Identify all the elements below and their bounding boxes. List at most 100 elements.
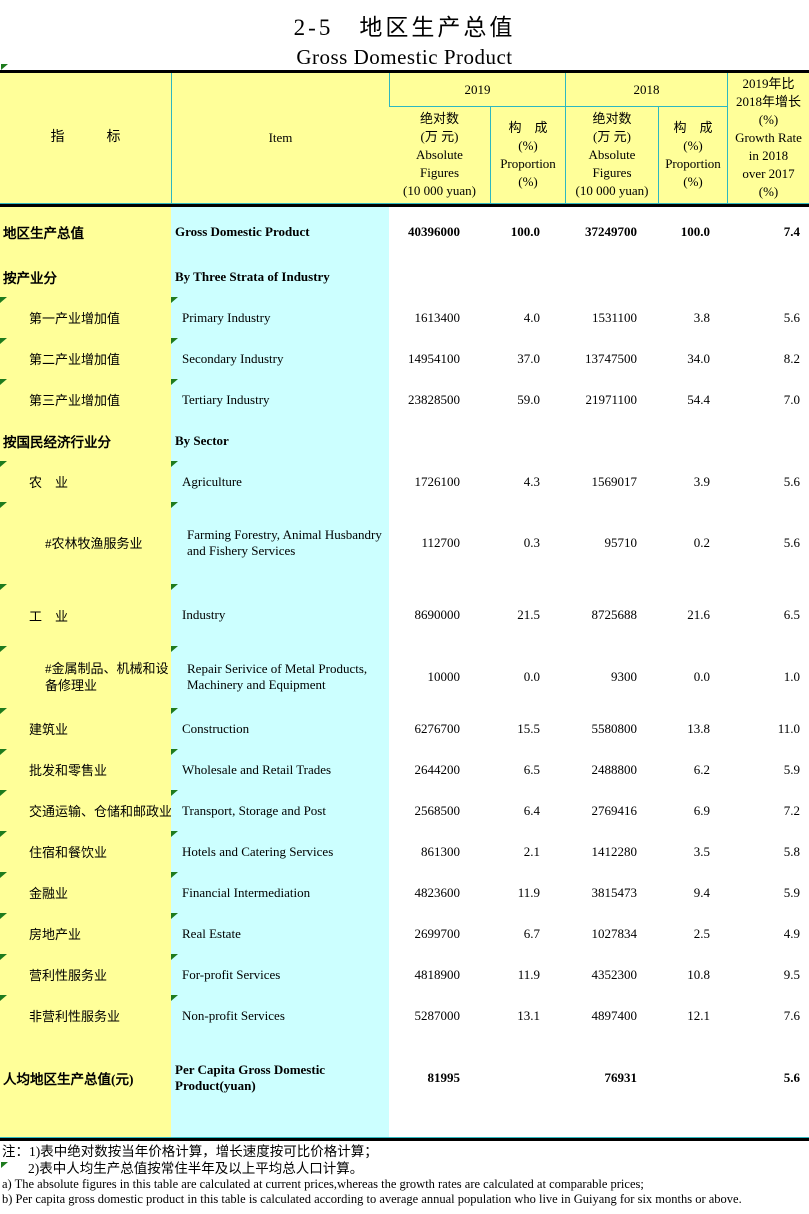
header-item-cell: Item xyxy=(171,73,389,203)
value-2018-proportion: 9.4 xyxy=(693,884,710,900)
indicator-label-zh: 营利性服务业 xyxy=(0,954,171,995)
indicator-label-zh: 交通运输、仓储和邮政业 xyxy=(0,790,172,831)
table-row: 地区生产总值 Gross Domestic Product 40396000 100.… xyxy=(0,207,809,256)
value-2019-absolute: 2644200 xyxy=(414,761,461,777)
header-2019-absolute-cell: 绝对数 (万 元) Absolute Figures (10 000 yuan) xyxy=(403,111,476,198)
table-row: #金属制品、机械和设备修理业 Repair Serivice of Metal P… xyxy=(0,646,809,708)
cell-flag-icon xyxy=(0,708,7,714)
value-2019-proportion: 0.0 xyxy=(523,669,540,684)
indicator-label-zh: 农 业 xyxy=(0,461,171,502)
value-2019-proportion: 4.3 xyxy=(523,473,540,489)
cell-flag-icon xyxy=(171,995,178,1001)
value-growth: 7.4 xyxy=(783,223,800,239)
cell-flag-icon xyxy=(171,831,178,837)
value-2019-proportion: 59.0 xyxy=(517,391,540,407)
cell-flag-icon xyxy=(0,502,7,508)
page-title-en: Gross Domestic Product xyxy=(296,45,513,69)
indicator-label-zh: 人均地区生产总值(元) xyxy=(0,1036,171,1137)
value-2019-absolute: 112700 xyxy=(421,535,460,550)
value-2019-absolute: 4818900 xyxy=(414,966,461,982)
value-growth: 5.6 xyxy=(783,1069,800,1085)
value-2019-proportion: 100.0 xyxy=(510,223,540,239)
cell-flag-icon xyxy=(171,708,178,714)
cell-flag-icon xyxy=(171,461,178,467)
value-2019-proportion: 21.5 xyxy=(517,607,540,622)
item-label-en: Industry xyxy=(171,584,389,646)
note-line-en-b: b) Per capita gross domestic product in … xyxy=(2,1192,742,1206)
table-top-rule xyxy=(0,70,809,73)
value-growth: 11.0 xyxy=(777,720,800,736)
cell-flag-icon xyxy=(0,913,7,919)
item-label-en: Tertiary Industry xyxy=(171,379,389,420)
value-2018-absolute: 1569017 xyxy=(591,473,638,489)
notes-block: 注：1)表中绝对数按当年价格计算，增长速度按可比价格计算； 2)表中人均生产总值… xyxy=(0,1141,809,1207)
cell-flag-icon xyxy=(171,502,178,508)
note-line-zh-2: 2)表中人均生产总值按常住半年及以上平均总人口计算。 xyxy=(28,1161,364,1176)
value-2018-absolute: 1027834 xyxy=(591,925,638,941)
cell-flag-icon xyxy=(0,379,7,385)
indicator-label-zh: 地区生产总值 xyxy=(0,207,171,256)
value-2019-absolute: 81995 xyxy=(427,1069,461,1085)
indicator-label-zh: 按国民经济行业分 xyxy=(0,420,171,461)
item-label-en: Gross Domestic Product xyxy=(171,207,389,256)
item-label-en: Agriculture xyxy=(171,461,389,502)
value-2018-absolute: 1531100 xyxy=(591,309,637,325)
table-row: 按产业分 By Three Strata of Industry xyxy=(0,256,809,297)
value-2019-proportion: 11.9 xyxy=(517,966,540,982)
indicator-label-zh: 建筑业 xyxy=(0,708,171,749)
item-label-en: Non-profit Services xyxy=(171,995,389,1036)
value-2018-proportion: 21.6 xyxy=(687,607,710,622)
cell-flag-icon xyxy=(171,646,178,652)
table-row: 第三产业增加值 Tertiary Industry 23828500 59.0 2197… xyxy=(0,379,809,420)
indicator-label-zh: 金融业 xyxy=(0,872,171,913)
value-2019-absolute: 10000 xyxy=(427,669,461,684)
value-2018-proportion xyxy=(658,1036,727,1137)
value-growth: 7.2 xyxy=(783,802,800,818)
item-label-en: Transport, Storage and Post xyxy=(171,790,389,831)
indicator-label-zh: 住宿和餐饮业 xyxy=(0,831,171,872)
value-2019-absolute xyxy=(389,420,490,461)
table-row: 第一产业增加值 Primary Industry 1613400 4.0 1531100… xyxy=(0,297,809,338)
value-growth: 5.8 xyxy=(783,843,800,859)
value-2018-absolute: 4352300 xyxy=(591,966,638,982)
value-2018-absolute: 5580800 xyxy=(591,720,638,736)
table-row: 非营利性服务业 Non-profit Services 5287000 13.1 489… xyxy=(0,995,809,1036)
value-2019-absolute: 4823600 xyxy=(414,884,461,900)
table-row: 交通运输、仓储和邮政业 Transport, Storage and Post 25… xyxy=(0,790,809,831)
value-growth: 8.2 xyxy=(783,350,800,366)
value-2018-proportion: 10.8 xyxy=(687,966,710,982)
header-2019-group-cell: 2019 xyxy=(389,73,565,107)
cell-flag-icon xyxy=(0,461,7,467)
table-row: 住宿和餐饮业 Hotels and Catering Services 861300… xyxy=(0,831,809,872)
cell-flag-icon xyxy=(171,297,178,303)
cell-flag-icon xyxy=(0,831,7,837)
table-bottom-rule xyxy=(0,1138,809,1141)
value-growth: 6.5 xyxy=(783,607,800,622)
value-2018-absolute: 21971100 xyxy=(585,391,637,407)
value-2018-proportion: 0.2 xyxy=(693,535,710,550)
value-2018-absolute: 95710 xyxy=(604,535,638,550)
item-label-en: Financial Intermediation xyxy=(171,872,389,913)
value-growth: 5.9 xyxy=(783,884,800,900)
value-2018-absolute: 2769416 xyxy=(591,802,638,818)
value-2018-proportion: 3.8 xyxy=(693,309,710,325)
cell-flag-icon xyxy=(171,954,178,960)
table-body: 地区生产总值 Gross Domestic Product 40396000 100.… xyxy=(0,207,809,1138)
value-2018-absolute: 3815473 xyxy=(591,884,638,900)
indicator-label-zh: #金属制品、机械和设备修理业 xyxy=(0,646,171,708)
table-row: 人均地区生产总值(元) Per Capita Gross Domestic Pro… xyxy=(0,1036,809,1137)
cell-flag-icon xyxy=(171,584,178,590)
cell-flag-icon xyxy=(0,749,7,755)
cell-flag-icon xyxy=(0,872,7,878)
margin-flag-icon xyxy=(1,1162,8,1168)
cell-flag-icon xyxy=(171,379,178,385)
item-label-en: By Three Strata of Industry xyxy=(171,256,389,297)
value-2018-absolute: 37249700 xyxy=(585,223,637,239)
value-2019-proportion xyxy=(490,256,565,297)
indicator-label-zh: 第一产业增加值 xyxy=(0,297,171,338)
header-2018-proportion-cell: 构 成 (%) Proportion (%) xyxy=(658,107,727,203)
value-2019-proportion: 15.5 xyxy=(517,720,540,736)
value-2019-proportion: 6.4 xyxy=(523,802,540,818)
value-growth: 7.6 xyxy=(783,1007,800,1023)
